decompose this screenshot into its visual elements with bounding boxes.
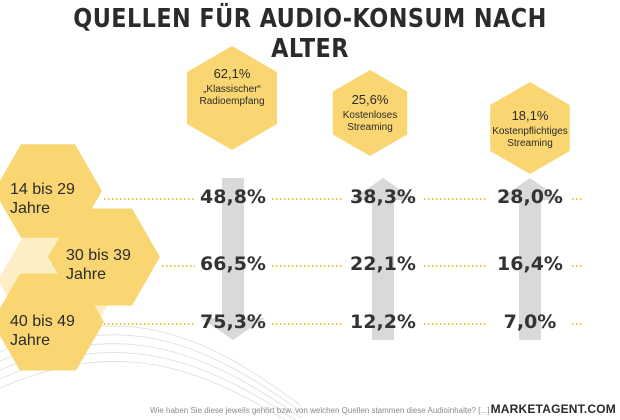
row-hexagon xyxy=(0,273,104,371)
column-header-radio: 62,1% „Klassischer“ Radioempfang xyxy=(184,66,280,108)
column-percent: 62,1% xyxy=(213,66,251,81)
data-label: 38,3% xyxy=(350,186,416,208)
column-percent: 25,6% xyxy=(351,92,389,107)
row-label-14-29: 14 bis 29 Jahre xyxy=(10,181,75,217)
trend-arrow xyxy=(351,178,415,340)
data-label: 66,5% xyxy=(200,253,266,275)
data-label: 75,3% xyxy=(200,311,266,333)
data-label: 48,8% xyxy=(200,186,266,208)
trend-arrow xyxy=(201,178,265,340)
column-header-free-streaming: 25,6% Kostenloses Streaming xyxy=(330,92,410,134)
data-label: 28,0% xyxy=(497,186,563,208)
column-hexagon xyxy=(490,82,570,174)
row-label-30-39: 30 bis 39 Jahre xyxy=(66,247,131,283)
data-label: 22,1% xyxy=(350,253,416,275)
column-label: Kostenpflichtiges Streaming xyxy=(492,126,568,149)
trend-arrow xyxy=(498,178,562,340)
data-label: 12,2% xyxy=(350,311,416,333)
page-title: QUELLEN FÜR AUDIO-KONSUM NACH ALTER xyxy=(73,4,547,64)
column-label: Kostenloses Streaming xyxy=(342,110,398,133)
data-label: 7,0% xyxy=(503,311,557,333)
column-label: „Klassischer“ Radioempfang xyxy=(199,84,265,107)
data-label: 16,4% xyxy=(497,253,563,275)
column-percent: 18,1% xyxy=(511,108,549,123)
brand-logo: MARKETAGENT.COM xyxy=(490,402,616,416)
column-hexagon xyxy=(187,46,277,150)
column-header-paid-streaming: 18,1% Kostenpflichtiges Streaming xyxy=(482,108,578,150)
row-label-40-49: 40 bis 49 Jahre xyxy=(10,313,75,349)
music-staff-line xyxy=(0,361,287,420)
column-hexagon xyxy=(332,70,408,156)
footnote: Wie haben Sie diese jeweils gehört bzw. … xyxy=(150,406,490,415)
